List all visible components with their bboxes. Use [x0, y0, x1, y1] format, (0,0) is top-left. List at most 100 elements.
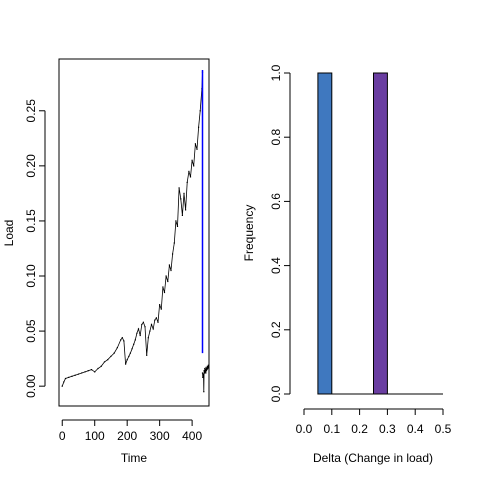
load-point	[162, 286, 164, 288]
load-point	[110, 355, 112, 357]
load-point	[196, 148, 198, 150]
load-point	[84, 371, 86, 373]
load-point	[131, 348, 133, 350]
load-point	[144, 326, 146, 328]
load-point	[201, 372, 204, 374]
load-point	[206, 369, 208, 371]
x-tick-label-right: 0.4	[407, 422, 424, 436]
y-tick-label-right: 0.0	[269, 385, 283, 402]
load-point	[128, 355, 130, 357]
load-point	[147, 337, 149, 339]
load-point	[160, 308, 162, 310]
y-tick-label-right: 0.2	[269, 321, 283, 338]
y-tick-label-right: 0.6	[269, 193, 283, 210]
load-points	[61, 70, 209, 393]
y-tick-label-left: 0.10	[24, 264, 38, 288]
load-point	[133, 343, 135, 345]
load-point	[134, 339, 136, 341]
x-tick-label-left: 0	[59, 429, 66, 443]
load-point	[205, 366, 207, 368]
load-point	[149, 330, 151, 332]
load-point	[173, 242, 175, 244]
load-point	[68, 376, 70, 378]
load-point	[87, 370, 89, 372]
load-point	[139, 334, 141, 337]
y-axis-label-left: Load	[2, 220, 16, 247]
load-point	[152, 328, 154, 330]
x-axis-label-left: Time	[121, 451, 148, 465]
load-point	[90, 369, 93, 371]
load-point	[183, 192, 185, 194]
load-point	[137, 328, 140, 330]
y-tick-label-right: 0.8	[269, 129, 283, 146]
load-point	[176, 225, 179, 227]
load-point	[207, 367, 209, 370]
load-point	[116, 347, 118, 349]
load-point	[191, 159, 193, 161]
load-point	[203, 372, 206, 374]
load-point	[71, 375, 73, 377]
load-point	[107, 359, 109, 361]
load-point	[141, 323, 143, 326]
delta-histogram: 0.0 0.1 0.2 0.3 0.4 0.5 0.0 0.2 0.4 0.6 0.8 1.0 De…	[242, 64, 452, 465]
load-point	[199, 110, 201, 112]
load-point	[167, 280, 169, 283]
load-point	[146, 354, 148, 356]
load-point	[194, 143, 196, 145]
x-tick-label-left: 100	[85, 429, 105, 443]
load-point	[81, 372, 83, 374]
load-point	[203, 370, 205, 372]
load-point	[172, 253, 174, 255]
load-point	[202, 373, 205, 375]
histogram-bars	[317, 72, 388, 395]
load-point	[126, 359, 128, 361]
load-point	[123, 340, 125, 342]
histogram-bar	[317, 72, 333, 395]
load-point	[175, 220, 177, 222]
load-point	[142, 321, 144, 323]
load-point	[205, 372, 207, 374]
load-point	[178, 187, 180, 189]
y-tick-label-right: 1.0	[269, 64, 283, 81]
load-point	[74, 374, 76, 376]
load-point	[125, 363, 127, 365]
load-point	[61, 385, 63, 387]
load-point	[94, 371, 96, 373]
x-ticks-right: 0.0 0.1 0.2 0.3 0.4 0.5	[296, 409, 452, 436]
load-point	[203, 391, 205, 393]
x-tick-label-left: 300	[150, 429, 170, 443]
load-point	[121, 337, 123, 339]
load-point	[185, 209, 187, 211]
load-point	[206, 365, 208, 367]
load-point	[189, 176, 192, 178]
load-point	[136, 332, 138, 334]
load-point	[159, 304, 161, 306]
load-point	[64, 377, 67, 380]
load-point	[77, 373, 80, 375]
load-point	[168, 264, 170, 266]
load-point	[207, 366, 209, 368]
x-tick-label-right: 0.2	[351, 422, 368, 436]
x-axis-label-right: Delta (Change in load)	[313, 451, 433, 465]
y-tick-label-left: 0.20	[24, 154, 38, 178]
load-point	[180, 198, 182, 200]
load-point	[202, 374, 204, 376]
x-tick-label-right: 0.3	[379, 422, 396, 436]
x-ticks-left: 0 100 200 300 400	[59, 420, 202, 443]
load-point	[154, 319, 156, 321]
load-point	[181, 214, 183, 216]
x-tick-label-left: 200	[117, 429, 137, 443]
load-point	[193, 165, 195, 167]
y-tick-label-left: 0.25	[24, 99, 38, 123]
histogram-bar	[373, 72, 388, 395]
load-point	[165, 275, 167, 277]
load-point	[202, 376, 204, 378]
load-point	[150, 323, 153, 326]
load-point	[205, 370, 207, 372]
load-point	[204, 371, 206, 373]
y-tick-label-right: 0.4	[269, 257, 283, 274]
load-point	[186, 181, 188, 183]
y-tick-label-left: 0.15	[24, 209, 38, 233]
load-point	[206, 367, 208, 370]
